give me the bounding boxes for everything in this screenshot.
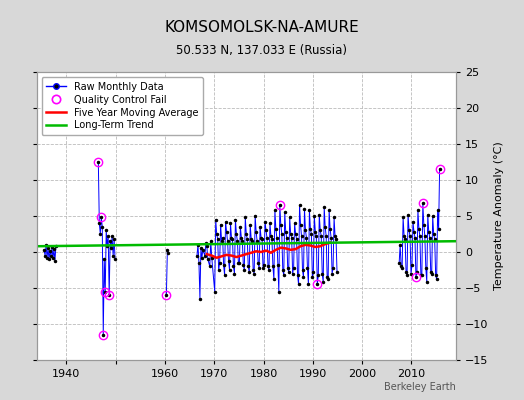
Y-axis label: Temperature Anomaly (°C): Temperature Anomaly (°C) — [494, 142, 504, 290]
Text: 50.533 N, 137.033 E (Russia): 50.533 N, 137.033 E (Russia) — [177, 44, 347, 57]
Text: Berkeley Earth: Berkeley Earth — [384, 382, 456, 392]
Text: KOMSOMOLSK-NA-AMURE: KOMSOMOLSK-NA-AMURE — [165, 20, 359, 35]
Legend: Raw Monthly Data, Quality Control Fail, Five Year Moving Average, Long-Term Tren: Raw Monthly Data, Quality Control Fail, … — [41, 77, 203, 135]
